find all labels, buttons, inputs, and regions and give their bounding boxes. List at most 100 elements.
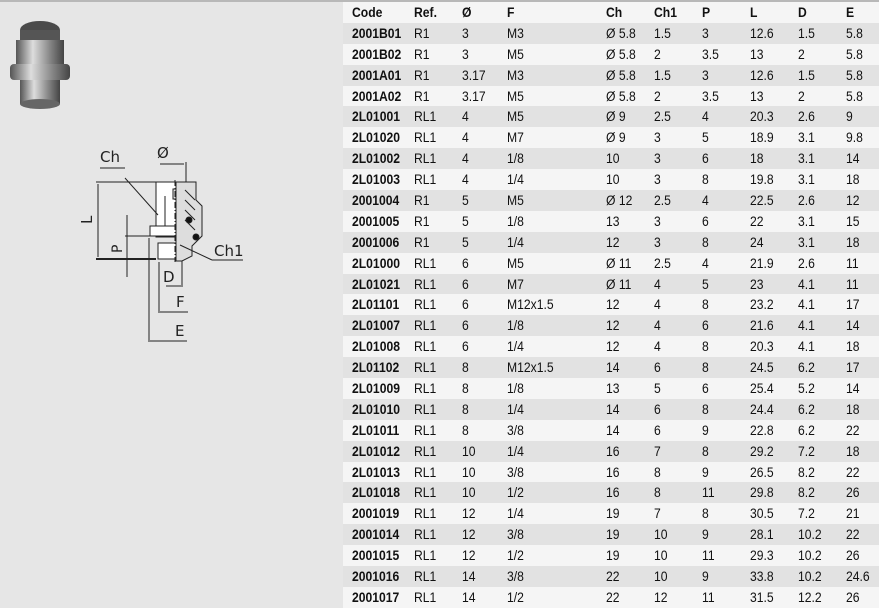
cell-ref: RL1 <box>414 255 437 271</box>
cell-l: 28.1 <box>750 527 774 543</box>
cell-f: M5 <box>507 255 524 271</box>
cell-e: 5.8 <box>846 25 863 41</box>
cell-ch1: 2.5 <box>654 193 671 209</box>
cell-p: 5 <box>702 130 709 146</box>
cell-f: M7 <box>507 130 524 146</box>
cell-diameter: 6 <box>462 339 469 355</box>
cell-ref: R1 <box>414 234 430 250</box>
cell-f: 1/4 <box>507 339 524 355</box>
cell-ch: 14 <box>606 401 620 417</box>
cell-d: 3.1 <box>798 234 815 250</box>
cell-p: 4 <box>702 255 709 271</box>
cell-e: 14 <box>846 318 860 334</box>
cell-p: 8 <box>702 360 709 376</box>
cell-e: 18 <box>846 172 860 188</box>
label-ch: Ch <box>100 148 120 166</box>
cell-ref: R1 <box>414 213 430 229</box>
cell-diameter: 5 <box>462 213 469 229</box>
cell-diameter: 10 <box>462 464 476 480</box>
cell-code: 2001A01 <box>352 67 402 83</box>
cell-ch1: 4 <box>654 339 661 355</box>
table-row: 2L01000 RL1 6 M5 Ø 11 2.5 4 21.9 2.6 11 <box>343 252 879 274</box>
cell-ch1: 10 <box>654 527 668 543</box>
cell-ch1: 3 <box>654 151 661 167</box>
cell-p: 3 <box>702 67 709 83</box>
cell-f: 1/4 <box>507 506 524 522</box>
cell-f: 1/8 <box>507 381 524 397</box>
cell-l: 29.2 <box>750 443 774 459</box>
cell-ch1: 2 <box>654 46 661 62</box>
cell-l: 12.6 <box>750 67 774 83</box>
cell-d: 2 <box>798 88 805 104</box>
cell-ref: RL1 <box>414 422 437 438</box>
cell-l: 23.2 <box>750 297 774 313</box>
cell-diameter: 12 <box>462 527 476 543</box>
cell-ch: 14 <box>606 422 620 438</box>
cell-diameter: 14 <box>462 589 476 605</box>
cell-ch1: 2.5 <box>654 255 671 271</box>
cell-d: 2.6 <box>798 193 815 209</box>
cell-diameter: 5 <box>462 234 469 250</box>
cell-p: 3.5 <box>702 46 719 62</box>
table-row: 2001017 RL1 14 1/2 22 12 11 31.5 12.2 26 <box>343 586 879 608</box>
cell-e: 5.8 <box>846 88 863 104</box>
cell-ch: 16 <box>606 485 620 501</box>
cell-diameter: 3.17 <box>462 67 486 83</box>
cell-d: 10.2 <box>798 527 822 543</box>
cell-ref: RL1 <box>414 339 437 355</box>
cell-ref: R1 <box>414 88 430 104</box>
cell-ref: R1 <box>414 67 430 83</box>
cell-ch: 19 <box>606 527 620 543</box>
cell-diameter: 8 <box>462 381 469 397</box>
cell-f: M7 <box>507 276 524 292</box>
cell-ch: 10 <box>606 151 620 167</box>
cell-ch1: 4 <box>654 297 661 313</box>
cell-d: 4.1 <box>798 276 815 292</box>
table-row: 2L01013 RL1 10 3/8 16 8 9 26.5 8.2 22 <box>343 461 879 483</box>
cell-ref: RL1 <box>414 276 437 292</box>
label-f: F <box>176 293 185 311</box>
cell-e: 15 <box>846 213 860 229</box>
cell-l: 29.8 <box>750 485 774 501</box>
cell-ch: 19 <box>606 506 620 522</box>
cell-ch: 12 <box>606 297 620 313</box>
cell-p: 8 <box>702 297 709 313</box>
cell-d: 10.2 <box>798 569 822 585</box>
cell-ch: 16 <box>606 443 620 459</box>
cell-e: 26 <box>846 548 860 564</box>
cell-ch1: 8 <box>654 464 661 480</box>
header-code: Code <box>352 5 383 20</box>
cell-f: 1/2 <box>507 589 524 605</box>
header-p: P <box>702 5 711 20</box>
cell-f: M5 <box>507 193 524 209</box>
cell-ch: Ø 5.8 <box>606 67 636 83</box>
cell-d: 6.2 <box>798 422 815 438</box>
table-row: 2001A02 R1 3.17 M5 Ø 5.8 2 3.5 13 2 5.8 <box>343 85 879 107</box>
cell-f: M12x1.5 <box>507 360 554 376</box>
cell-ref: RL1 <box>414 151 437 167</box>
cell-code: 2001015 <box>352 548 400 564</box>
cell-ch: Ø 11 <box>606 276 632 292</box>
cell-ch: 12 <box>606 318 620 334</box>
cell-f: 3/8 <box>507 464 524 480</box>
table-header: Code Ref. Ø F Ch Ch1 P L D E <box>343 2 879 23</box>
cell-e: 26 <box>846 589 860 605</box>
cell-code: 2001006 <box>352 234 400 250</box>
cell-ch1: 3 <box>654 213 661 229</box>
cell-ref: RL1 <box>414 381 437 397</box>
cell-ch: Ø 5.8 <box>606 46 636 62</box>
cell-l: 22.5 <box>750 193 774 209</box>
cell-l: 20.3 <box>750 109 774 125</box>
header-l: L <box>750 5 758 20</box>
cell-code: 2L01010 <box>352 401 400 417</box>
cell-ref: RL1 <box>414 297 437 313</box>
cell-ref: RL1 <box>414 360 437 376</box>
cell-e: 5.8 <box>846 46 863 62</box>
header-d: D <box>798 5 807 20</box>
cell-code: 2L01007 <box>352 318 400 334</box>
cell-diameter: 10 <box>462 443 476 459</box>
cell-ch: 14 <box>606 360 620 376</box>
cell-f: 1/4 <box>507 234 524 250</box>
cell-code: 2L01011 <box>352 422 400 438</box>
table-row: 2L01018 RL1 10 1/2 16 8 11 29.8 8.2 26 <box>343 482 879 504</box>
